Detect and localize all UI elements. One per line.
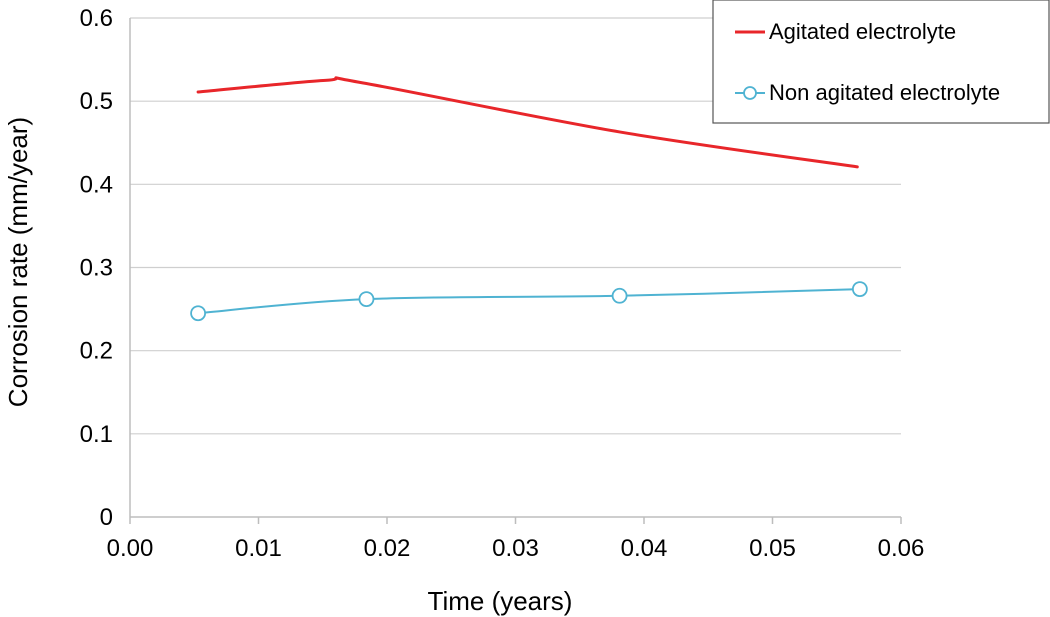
y-tick-label: 0.3 bbox=[80, 255, 113, 282]
x-tick-label: 0.02 bbox=[364, 535, 411, 562]
legend-label-non-agitated: Non agitated electrolyte bbox=[769, 80, 1000, 105]
y-tick-label: 0.4 bbox=[80, 171, 113, 198]
y-ticks: 0 0.1 0.2 0.3 0.4 0.5 0.6 bbox=[80, 5, 113, 531]
x-ticks: 0.00 0.01 0.02 0.03 0.04 0.05 0.06 bbox=[107, 517, 925, 562]
x-tick-label: 0.05 bbox=[749, 535, 796, 562]
series-line-agitated-electrolyte bbox=[196, 76, 859, 169]
x-tick-label: 0.01 bbox=[235, 535, 282, 562]
legend-marker-non-agitated bbox=[743, 86, 757, 100]
data-point-non-agitated-electrolyte bbox=[611, 287, 628, 304]
x-tick-label: 0.00 bbox=[107, 535, 154, 562]
y-tick-label: 0.1 bbox=[80, 421, 113, 448]
x-tick-label: 0.03 bbox=[492, 535, 539, 562]
y-tick-label: 0.2 bbox=[80, 338, 113, 365]
legend-box bbox=[712, 0, 1050, 124]
x-axis-title: Time (years) bbox=[428, 586, 573, 616]
data-point-non-agitated-electrolyte bbox=[358, 291, 375, 308]
data-point-non-agitated-electrolyte bbox=[190, 305, 207, 322]
x-tick-label: 0.06 bbox=[878, 535, 925, 562]
legend-label-agitated: Agitated electrolyte bbox=[769, 19, 956, 44]
legend: Agitated electrolyte Non agitated electr… bbox=[712, 0, 1050, 124]
y-tick-label: 0 bbox=[100, 504, 113, 531]
series-line-non-agitated-electrolyte bbox=[197, 288, 861, 315]
grid bbox=[130, 17, 901, 435]
series bbox=[190, 76, 868, 322]
y-tick-label: 0.6 bbox=[80, 5, 113, 32]
y-axis-title: Corrosion rate (mm/year) bbox=[3, 117, 33, 407]
data-point-non-agitated-electrolyte bbox=[851, 281, 868, 298]
y-tick-label: 0.5 bbox=[80, 88, 113, 115]
x-tick-label: 0.04 bbox=[621, 535, 668, 562]
